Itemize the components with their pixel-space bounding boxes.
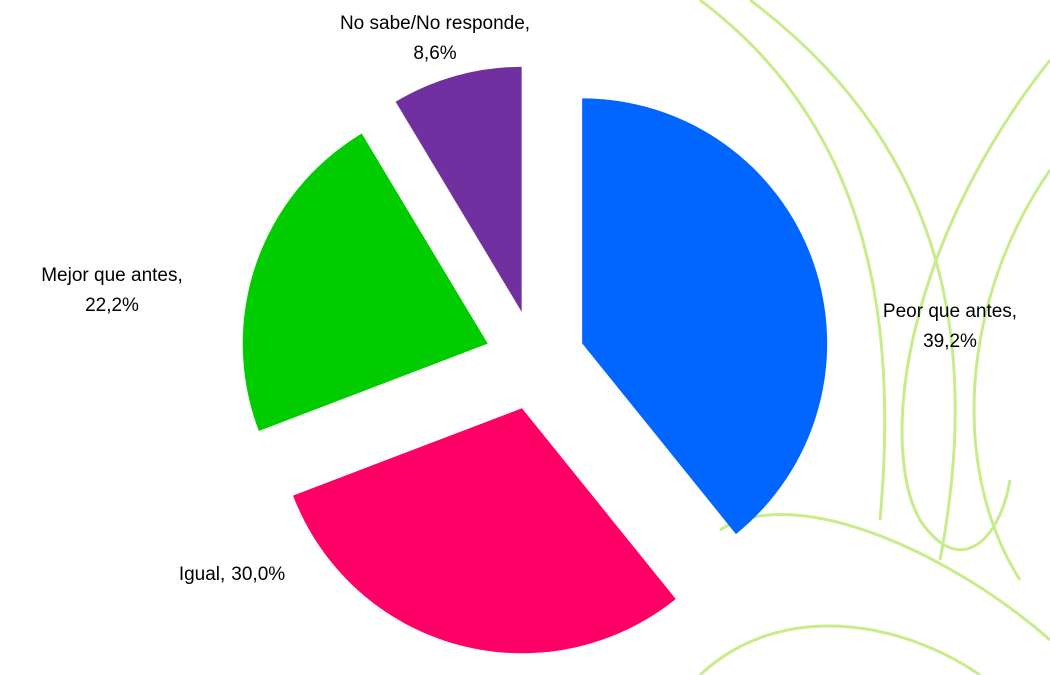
slice-value-label: 39,2% bbox=[923, 331, 977, 352]
slice-label: Igual, 30,0% bbox=[179, 564, 285, 585]
pie-slice bbox=[293, 408, 676, 654]
pie-slice bbox=[582, 98, 828, 535]
slice-category: Peor que antes, bbox=[883, 301, 1017, 322]
slice-value-label: 22,2% bbox=[85, 295, 139, 316]
slice-category: No sabe/No responde, bbox=[340, 13, 530, 34]
slice-value-label: 8,6% bbox=[413, 43, 456, 64]
pie-slice bbox=[242, 133, 488, 431]
pie bbox=[242, 66, 828, 654]
background-decoration bbox=[698, 0, 1050, 675]
pie-slice bbox=[395, 66, 522, 312]
labels: Peor que antes, 39,2% Igual, 30,0% Mejor que… bbox=[41, 13, 1017, 585]
slice-value-label: 30,0% bbox=[231, 564, 285, 585]
slice-category: Mejor que antes, bbox=[41, 265, 183, 286]
slice-category: Igual, bbox=[179, 564, 225, 585]
